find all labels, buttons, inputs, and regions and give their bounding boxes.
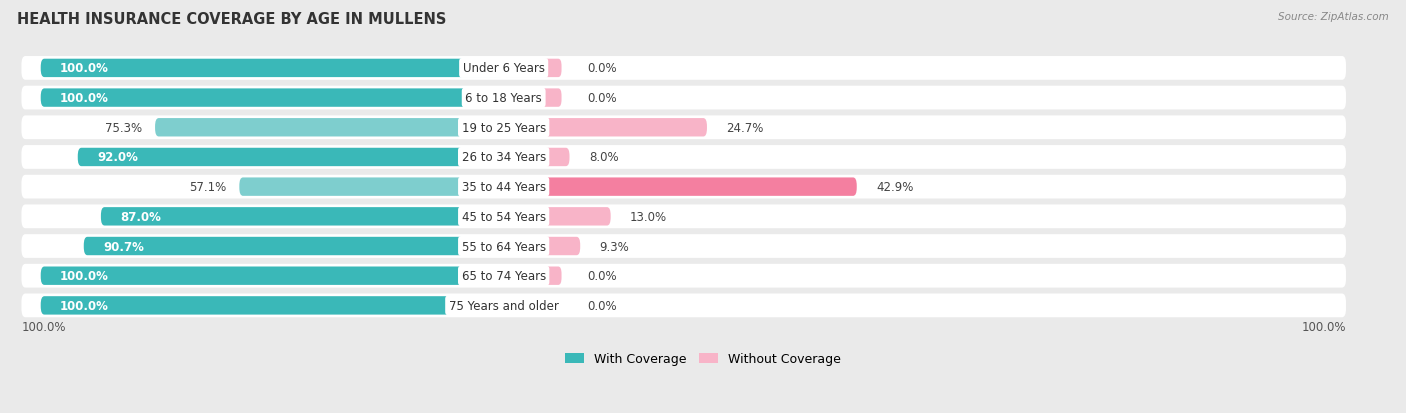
Text: 57.1%: 57.1% [190, 181, 226, 194]
Text: 19 to 25 Years: 19 to 25 Years [461, 121, 546, 135]
Text: 0.0%: 0.0% [588, 270, 617, 282]
FancyBboxPatch shape [41, 59, 503, 78]
FancyBboxPatch shape [503, 89, 561, 107]
FancyBboxPatch shape [21, 57, 1346, 81]
Text: 42.9%: 42.9% [876, 181, 914, 194]
FancyBboxPatch shape [503, 119, 707, 137]
Text: 92.0%: 92.0% [97, 151, 138, 164]
Text: 26 to 34 Years: 26 to 34 Years [461, 151, 546, 164]
FancyBboxPatch shape [41, 297, 503, 315]
Text: 24.7%: 24.7% [727, 121, 763, 135]
Text: HEALTH INSURANCE COVERAGE BY AGE IN MULLENS: HEALTH INSURANCE COVERAGE BY AGE IN MULL… [17, 12, 446, 27]
FancyBboxPatch shape [21, 116, 1346, 140]
FancyBboxPatch shape [41, 267, 503, 285]
FancyBboxPatch shape [503, 267, 561, 285]
Text: 0.0%: 0.0% [588, 299, 617, 312]
FancyBboxPatch shape [21, 205, 1346, 229]
FancyBboxPatch shape [41, 89, 503, 107]
FancyBboxPatch shape [503, 237, 581, 256]
Text: 87.0%: 87.0% [120, 210, 162, 223]
Text: Under 6 Years: Under 6 Years [463, 62, 544, 75]
FancyBboxPatch shape [503, 297, 561, 315]
Text: 0.0%: 0.0% [588, 92, 617, 105]
FancyBboxPatch shape [84, 237, 503, 256]
FancyBboxPatch shape [503, 148, 569, 167]
Text: 75.3%: 75.3% [105, 121, 142, 135]
FancyBboxPatch shape [503, 59, 561, 78]
Text: 100.0%: 100.0% [60, 299, 108, 312]
Text: Source: ZipAtlas.com: Source: ZipAtlas.com [1278, 12, 1389, 22]
FancyBboxPatch shape [101, 208, 503, 226]
FancyBboxPatch shape [21, 86, 1346, 110]
Text: 100.0%: 100.0% [60, 270, 108, 282]
FancyBboxPatch shape [21, 235, 1346, 258]
Text: 0.0%: 0.0% [588, 62, 617, 75]
Text: 75 Years and older: 75 Years and older [449, 299, 558, 312]
FancyBboxPatch shape [21, 264, 1346, 288]
Text: 8.0%: 8.0% [589, 151, 619, 164]
FancyBboxPatch shape [21, 146, 1346, 169]
FancyBboxPatch shape [21, 176, 1346, 199]
Text: 35 to 44 Years: 35 to 44 Years [461, 181, 546, 194]
Text: 6 to 18 Years: 6 to 18 Years [465, 92, 543, 105]
FancyBboxPatch shape [21, 294, 1346, 318]
FancyBboxPatch shape [503, 208, 610, 226]
Text: 45 to 54 Years: 45 to 54 Years [461, 210, 546, 223]
FancyBboxPatch shape [77, 148, 503, 167]
Text: 100.0%: 100.0% [60, 62, 108, 75]
Text: 55 to 64 Years: 55 to 64 Years [461, 240, 546, 253]
Text: 65 to 74 Years: 65 to 74 Years [461, 270, 546, 282]
Text: 100.0%: 100.0% [21, 320, 66, 333]
Text: 13.0%: 13.0% [630, 210, 666, 223]
FancyBboxPatch shape [239, 178, 503, 196]
Text: 90.7%: 90.7% [103, 240, 143, 253]
FancyBboxPatch shape [503, 178, 856, 196]
Text: 100.0%: 100.0% [60, 92, 108, 105]
FancyBboxPatch shape [155, 119, 503, 137]
Text: 100.0%: 100.0% [1302, 320, 1346, 333]
Text: 9.3%: 9.3% [599, 240, 630, 253]
Legend: With Coverage, Without Coverage: With Coverage, Without Coverage [561, 347, 845, 370]
